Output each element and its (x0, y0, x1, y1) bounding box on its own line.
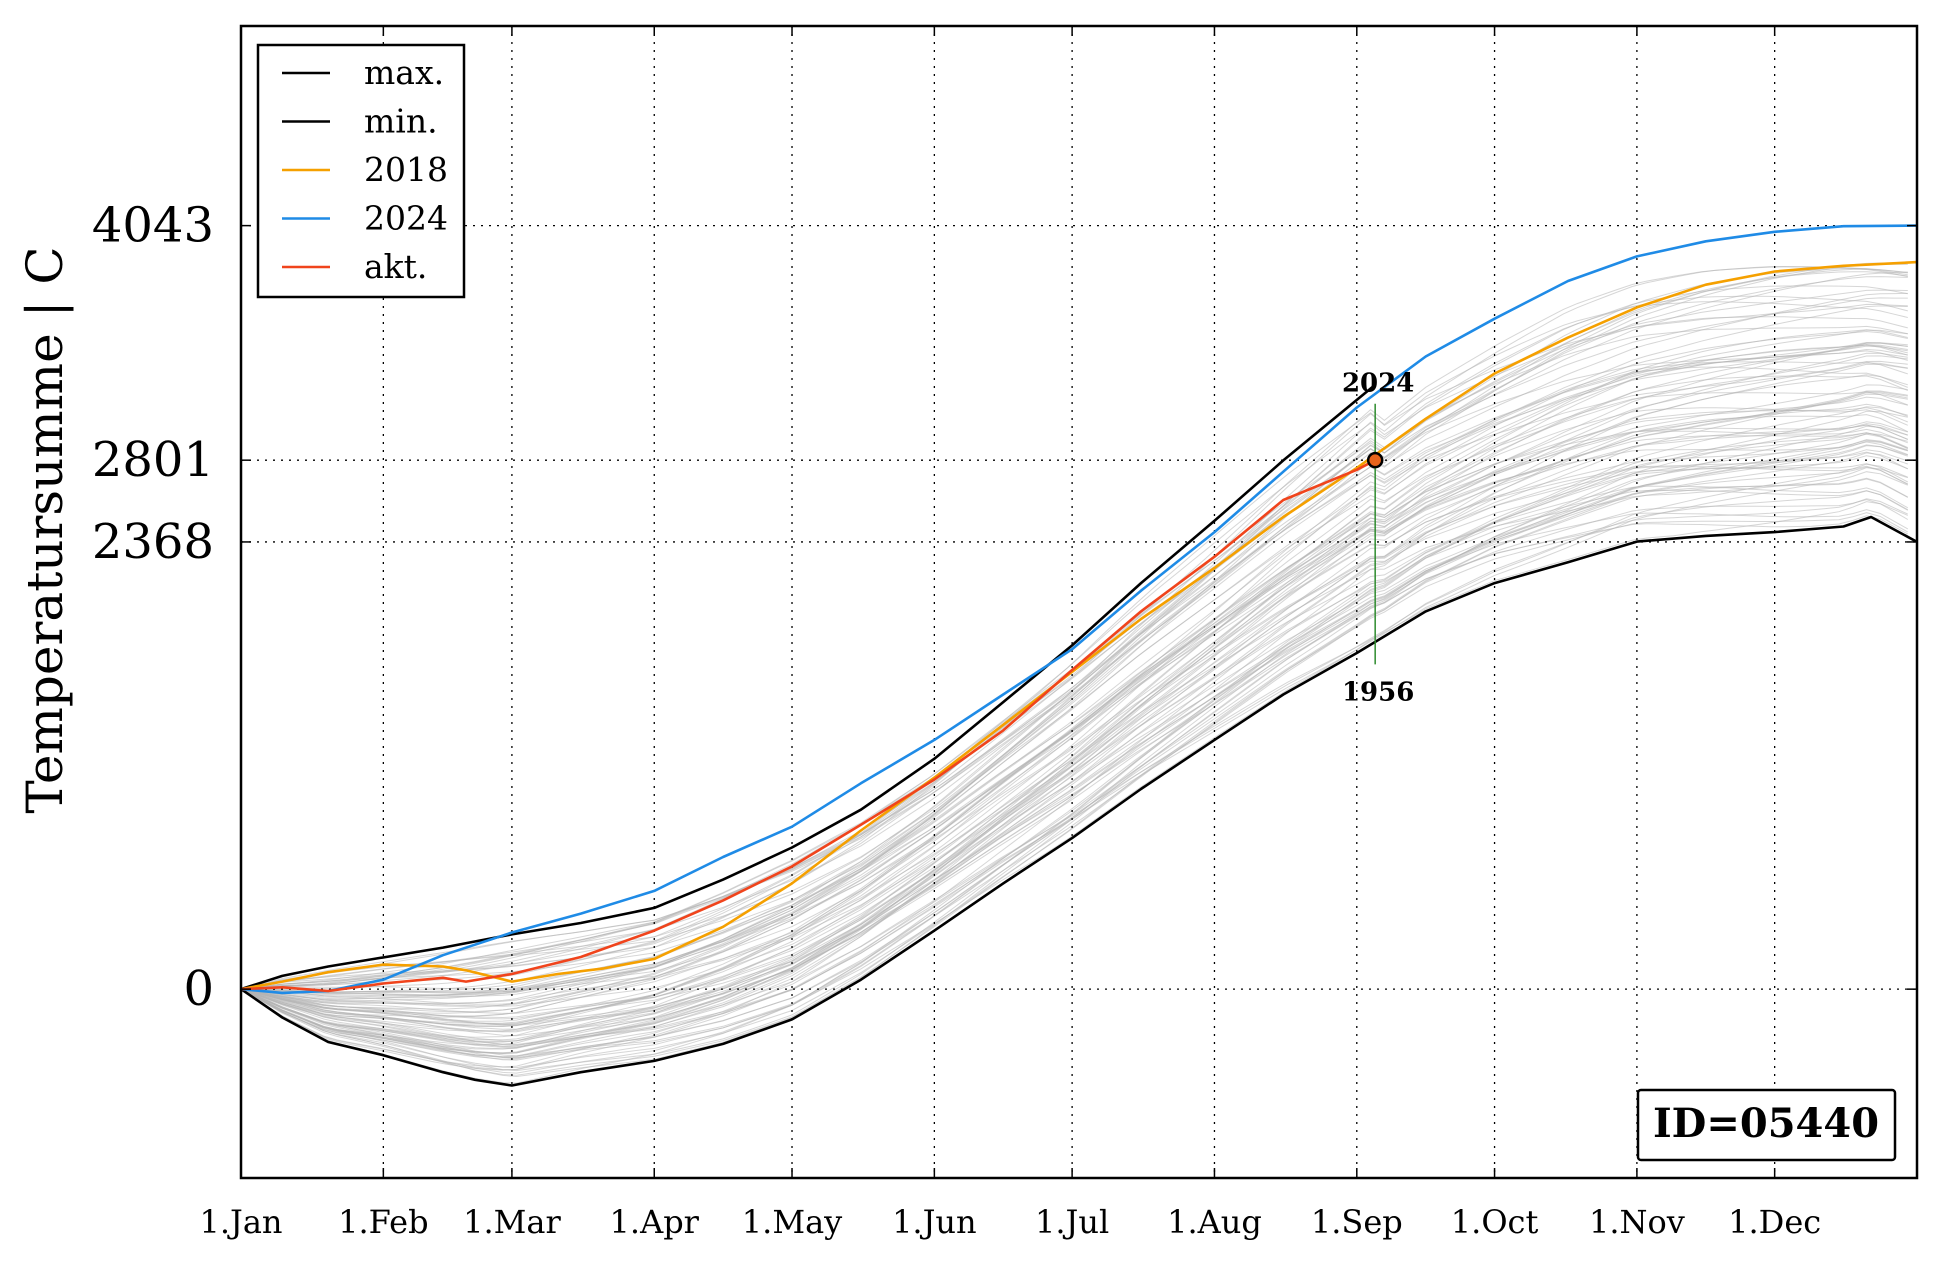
annotations: 2024 1956 (1342, 369, 1414, 708)
legend-label: 2018 (364, 150, 448, 189)
background-year-curve (241, 345, 1908, 994)
legend: max. min. 2018 2024 akt. (256, 43, 466, 299)
x-tick-label: 1.Jun (892, 1203, 977, 1241)
background-year-curve (240, 276, 1908, 990)
x-tick-label: 1.Apr (610, 1203, 700, 1241)
background-year-curve (240, 407, 1908, 1014)
background-year-curve (240, 406, 1908, 1038)
background-year-curve (240, 439, 1908, 1042)
x-tick-labels: 1.Jan 1.Feb 1.Mar 1.Apr 1.May 1.Jun 1.Jul 1.Aug… (199, 1203, 1821, 1241)
x-tick-label: 1.Dec (1728, 1203, 1821, 1241)
x-tick-label: 1.May (742, 1203, 842, 1241)
y-tick-labels: 0 2368 2801 4043 (92, 198, 214, 1018)
background-year-curve (240, 391, 1908, 1007)
x-tick-label: 1.Aug (1167, 1203, 1262, 1241)
background-year-curve (240, 392, 1908, 1032)
background-year-curve (240, 374, 1908, 1018)
background-year-curve (240, 390, 1908, 1027)
background-year-curve (240, 329, 1908, 1001)
background-year-curve (240, 267, 1908, 990)
background-year-curve (240, 330, 1908, 995)
legend-label: max. (364, 53, 444, 92)
background-year-curve (240, 396, 1908, 1020)
series-line-max (240, 383, 1377, 991)
background-year-curve (240, 471, 1908, 1071)
series-line-2018 (240, 260, 1918, 991)
background-year-curve (240, 423, 1908, 1046)
background-year-curve (240, 465, 1909, 1046)
background-year-curve (240, 440, 1908, 1054)
y-tick-label: 0 (183, 961, 214, 1017)
background-year-curve (240, 499, 1909, 1069)
y-tick-label: 4043 (92, 198, 214, 254)
plot-frame (239, 24, 1919, 1180)
background-year-curve (240, 424, 1908, 1032)
background-year-curve (240, 350, 1908, 1000)
current-value-marker (1366, 451, 1384, 469)
series-lines (240, 224, 1918, 1087)
id-box: ID=05440 (1636, 1088, 1897, 1162)
background-year-curve (240, 292, 1908, 990)
background-year-curve (240, 463, 1908, 1068)
x-tick-label: 1.Nov (1589, 1203, 1685, 1241)
background-year-curve (240, 467, 1908, 1061)
background-year-curve (240, 289, 1908, 990)
background-year-curve (240, 485, 1909, 1057)
series-line-2024 (240, 224, 1918, 995)
legend-label: min. (364, 102, 438, 141)
y-tick-label: 2801 (92, 432, 214, 488)
background-year-curve (240, 263, 1908, 990)
background-year-curve (240, 455, 1908, 1048)
background-year-curve (240, 342, 1908, 997)
background-year-curve (240, 403, 1908, 1026)
background-year-curve (240, 463, 1909, 1049)
axis-ticks (240, 26, 1917, 1178)
legend-label: akt. (364, 247, 427, 286)
year-annotation: 1956 (1342, 677, 1414, 707)
series-line-akt (240, 459, 1376, 993)
id-box-label: ID=05440 (1653, 1100, 1879, 1147)
x-tick-label: 1.Oct (1451, 1203, 1539, 1241)
background-year-curve (240, 384, 1908, 1022)
x-tick-label: 1.Feb (338, 1203, 428, 1241)
background-year-curve (240, 342, 1908, 1010)
background-year-curve (240, 407, 1908, 1019)
x-tick-label: 1.Jul (1035, 1203, 1109, 1241)
year-annotation: 2024 (1342, 369, 1414, 399)
background-year-curve (240, 515, 1909, 1078)
background-year-curve (240, 432, 1908, 1041)
x-tick-label: 1.Sep (1311, 1203, 1403, 1241)
y-axis-label: Temperatursumme | C (16, 246, 74, 813)
background-year-curve (240, 348, 1908, 990)
background-year-curve (240, 489, 1909, 1059)
background-year-curves (240, 262, 1909, 1084)
background-year-curve (240, 361, 1908, 993)
background-year-curve (240, 355, 1908, 1007)
y-tick-label: 2368 (92, 514, 214, 570)
background-year-curve (240, 414, 1909, 1024)
background-year-curve (240, 477, 1909, 1060)
x-tick-label: 1.Jan (199, 1203, 282, 1241)
series-line-min (240, 515, 1918, 1087)
legend-label: 2024 (364, 199, 448, 238)
x-tick-label: 1.Mar (463, 1203, 561, 1241)
